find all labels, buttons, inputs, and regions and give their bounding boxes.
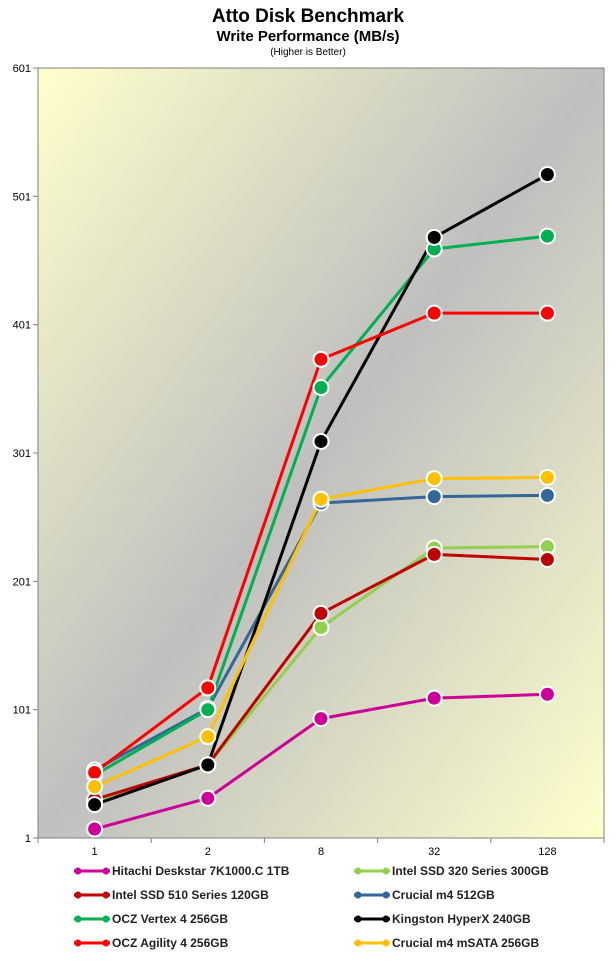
legend-label: Intel SSD 320 Series 300GB	[392, 864, 549, 878]
data-point	[86, 764, 104, 782]
data-point	[425, 228, 443, 246]
data-point	[425, 304, 443, 322]
y-tick-label: 1	[25, 833, 31, 845]
data-point	[312, 710, 330, 728]
y-tick-label: 301	[13, 448, 31, 460]
chart-titles: Atto Disk Benchmark Write Performance (M…	[0, 6, 616, 59]
legend-swatch	[74, 891, 110, 899]
data-point	[312, 350, 330, 368]
legend-item: OCZ Vertex 4 256GB	[74, 908, 228, 930]
data-point	[199, 728, 217, 746]
data-point	[199, 701, 217, 719]
data-point	[199, 679, 217, 697]
data-point	[538, 166, 556, 184]
legend-item: Crucial m4 512GB	[354, 884, 495, 906]
legend-swatch	[354, 867, 390, 875]
data-point	[312, 604, 330, 622]
data-point	[312, 379, 330, 397]
legend-marker	[354, 891, 362, 899]
data-point	[538, 551, 556, 569]
chart-legend: Hitachi Deskstar 7K1000.C 1TB Intel SSD 3…	[0, 860, 616, 961]
data-point	[538, 304, 556, 322]
legend-label: Kingston HyperX 240GB	[392, 912, 531, 926]
legend-item: OCZ Agility 4 256GB	[74, 932, 228, 954]
data-point	[86, 820, 104, 838]
legend-item: Intel SSD 320 Series 300GB	[354, 860, 549, 882]
legend-marker	[382, 891, 390, 899]
legend-label: Intel SSD 510 Series 120GB	[112, 888, 269, 902]
data-point	[538, 486, 556, 504]
y-tick-label: 201	[13, 576, 31, 588]
data-point	[312, 490, 330, 508]
x-tick-label: 128	[538, 846, 556, 858]
legend-label: OCZ Agility 4 256GB	[112, 936, 229, 950]
legend-marker	[102, 915, 110, 923]
y-tick-label: 101	[13, 705, 31, 717]
y-tick-label: 601	[13, 63, 31, 75]
x-tick-label: 8	[318, 846, 324, 858]
legend-label: Crucial m4 512GB	[392, 888, 495, 902]
legend-marker	[354, 915, 362, 923]
data-point	[312, 432, 330, 450]
x-tick-label: 1	[92, 846, 98, 858]
data-point	[425, 545, 443, 563]
legend-swatch	[74, 867, 110, 875]
data-point	[199, 789, 217, 807]
legend-marker	[354, 867, 362, 875]
legend-marker	[102, 867, 110, 875]
legend-marker	[382, 939, 390, 947]
legend-marker	[102, 891, 110, 899]
data-point	[538, 685, 556, 703]
y-tick-label: 501	[13, 191, 31, 203]
legend-swatch	[74, 939, 110, 947]
data-point	[425, 689, 443, 707]
legend-swatch	[354, 939, 390, 947]
legend-item: Crucial m4 mSATA 256GB	[354, 932, 539, 954]
y-tick-label: 401	[13, 320, 31, 332]
chart-note: (Higher is Better)	[270, 47, 346, 58]
legend-marker	[354, 939, 362, 947]
legend-marker	[74, 891, 82, 899]
legend-item: Intel SSD 510 Series 120GB	[74, 884, 269, 906]
data-point	[312, 619, 330, 637]
legend-swatch	[354, 891, 390, 899]
legend-marker	[102, 939, 110, 947]
x-tick-label: 32	[428, 846, 440, 858]
legend-marker	[382, 915, 390, 923]
data-point	[538, 468, 556, 486]
legend-label: OCZ Vertex 4 256GB	[112, 912, 229, 926]
data-point	[199, 756, 217, 774]
legend-label: Hitachi Deskstar 7K1000.C 1TB	[112, 864, 290, 878]
legend-label: Crucial m4 mSATA 256GB	[392, 936, 540, 950]
x-tick-label: 2	[205, 846, 211, 858]
legend-swatch	[354, 915, 390, 923]
legend-marker	[74, 867, 82, 875]
data-point	[538, 227, 556, 245]
legend-marker	[382, 867, 390, 875]
legend-marker	[74, 939, 82, 947]
chart-title: Atto Disk Benchmark	[211, 6, 405, 27]
data-point	[86, 778, 104, 796]
legend-item: Hitachi Deskstar 7K1000.C 1TB	[74, 860, 289, 882]
data-point	[86, 796, 104, 814]
data-point	[425, 488, 443, 506]
chart-subtitle: Write Performance (MB/s)	[216, 28, 400, 45]
legend-item: Kingston HyperX 240GB	[354, 908, 531, 930]
data-point	[425, 470, 443, 488]
legend-swatch	[74, 915, 110, 923]
legend-marker	[74, 915, 82, 923]
